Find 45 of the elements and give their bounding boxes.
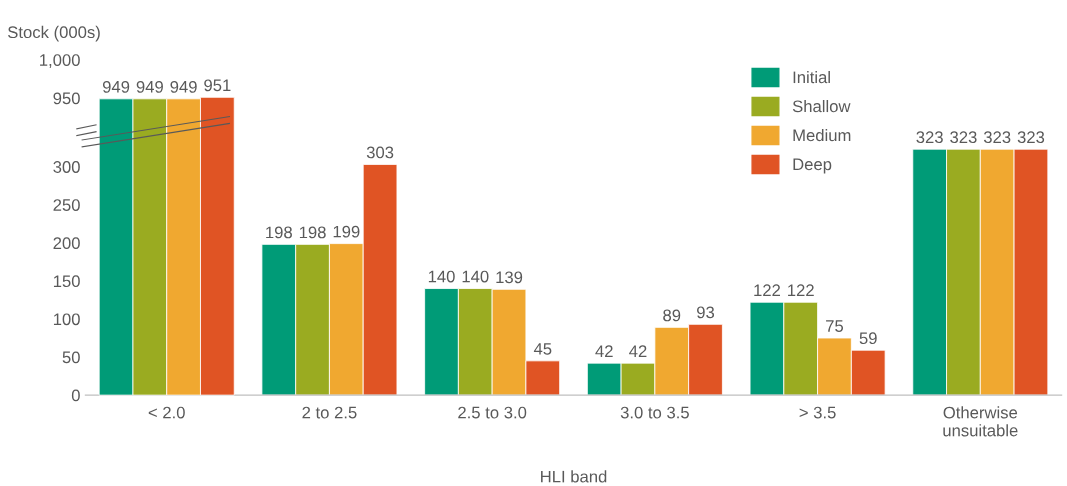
data-label: 949: [102, 80, 130, 93]
data-label: 42: [629, 345, 647, 357]
data-label: 89: [663, 309, 681, 322]
data-label: 199: [333, 225, 360, 238]
data-label: 323: [983, 131, 1011, 144]
data-label: 45: [533, 343, 552, 355]
data-label: 323: [916, 131, 943, 144]
y-axis-title: Stock (000s): [8, 25, 100, 42]
x-tick-label: Otherwise unsuitable: [943, 406, 1018, 437]
x-tick-label: > 3.5: [799, 406, 836, 419]
data-label: 140: [428, 270, 455, 283]
data-label: 951: [204, 79, 231, 92]
data-label: 198: [299, 226, 326, 239]
y-tick-label: 1,000: [40, 54, 80, 68]
x-tick-label: 2.5 to 3.0: [458, 406, 527, 419]
legend-label: Initial: [793, 70, 830, 84]
data-label: 949: [170, 80, 197, 93]
y-tick-label: 250: [53, 199, 80, 211]
y-tick-label: 950: [53, 92, 80, 105]
data-label: 139: [496, 271, 523, 284]
data-label: 949: [136, 80, 163, 93]
data-label: 75: [826, 320, 844, 332]
x-tick-label: 2 to 2.5: [302, 406, 357, 419]
legend-label: Shallow: [792, 99, 851, 113]
data-label: 323: [1017, 131, 1045, 144]
x-axis-title: HLI band: [541, 470, 607, 483]
data-label: 93: [697, 306, 715, 319]
data-label: 122: [788, 284, 814, 296]
legend-label: Deep: [793, 158, 832, 174]
y-tick-label: 50: [62, 351, 80, 364]
data-label: 42: [595, 345, 613, 357]
y-tick-label: 200: [53, 237, 80, 250]
data-label: 303: [366, 146, 394, 159]
y-tick-label: 100: [53, 313, 80, 326]
data-label: 59: [859, 332, 877, 345]
legend-label: Medium: [793, 128, 851, 142]
data-label: 140: [462, 270, 489, 283]
data-label: 323: [950, 131, 977, 144]
y-tick-label: 150: [53, 275, 80, 288]
data-label: 122: [754, 284, 781, 296]
y-tick-label: 0: [71, 389, 80, 402]
x-tick-label: 3.0 to 3.5: [620, 406, 689, 419]
x-tick-label: < 2.0: [148, 406, 185, 419]
data-label: 198: [266, 226, 292, 239]
y-tick-label: 300: [53, 161, 80, 173]
